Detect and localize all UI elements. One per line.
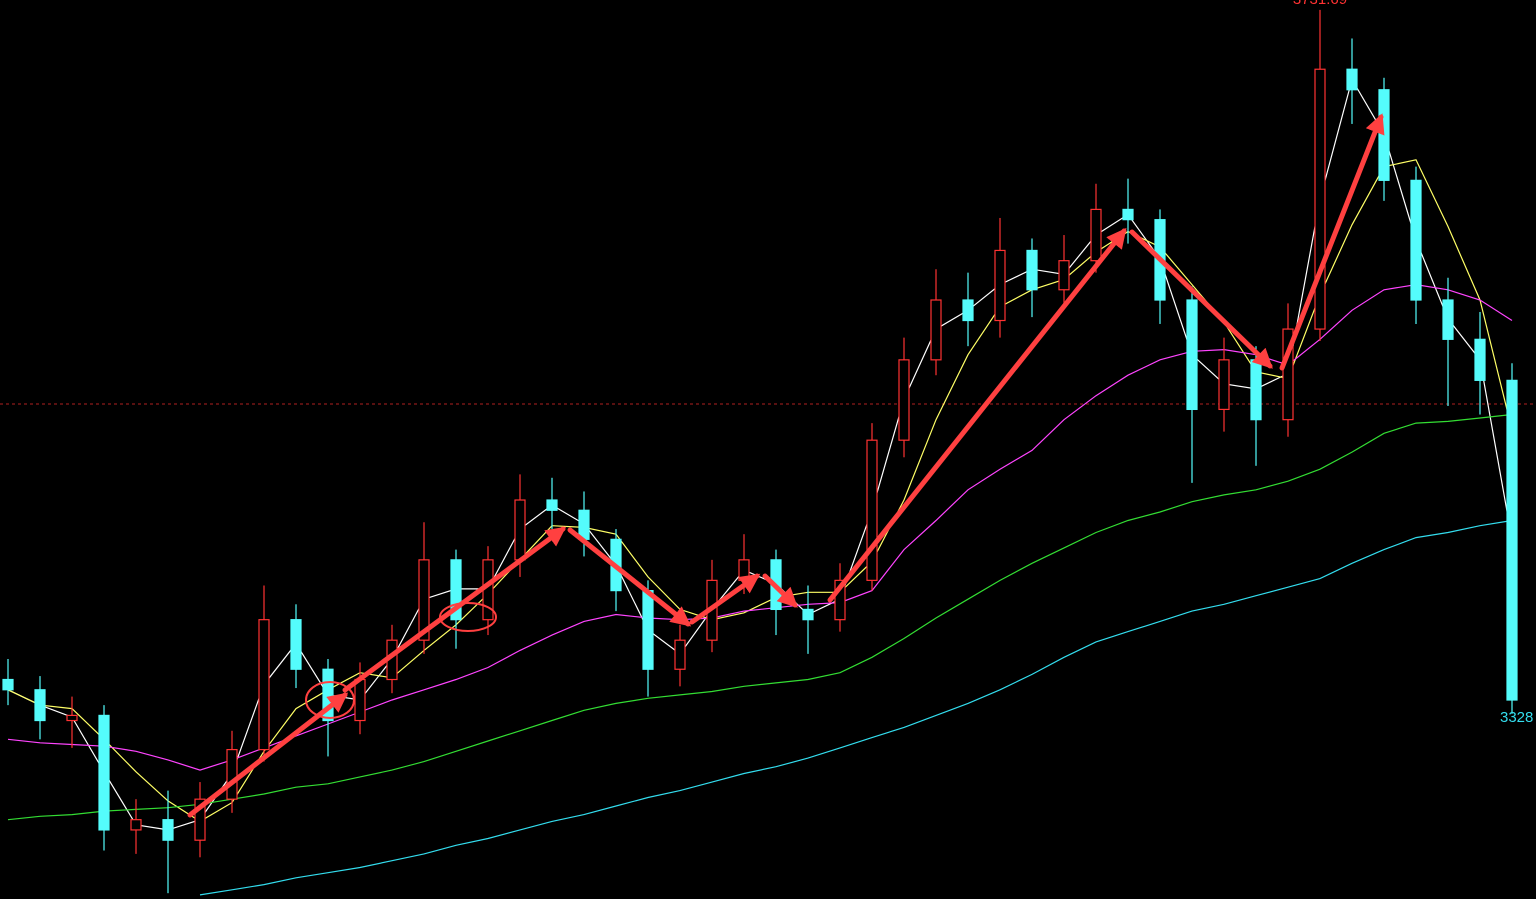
trend-arrow [762,573,798,608]
candle-body [738,559,750,581]
trend-arrow [187,692,349,818]
candle-body [98,714,110,831]
candle-body [1090,208,1102,262]
candle-body [514,499,526,561]
candle-body [962,299,974,322]
candle-body [866,439,878,581]
candle-body [834,579,846,621]
trend-arrow [1129,229,1273,369]
candle-body [130,819,142,831]
candle-body [1410,179,1422,301]
price-label: 3328 [1500,709,1533,726]
candle-body [642,590,654,670]
candle-body [1058,260,1070,291]
trend-arrow [1279,113,1385,371]
candle-body [1442,299,1454,340]
candle-body [354,678,366,722]
highlight-ellipse [439,602,497,632]
candle-body [194,798,206,841]
ma-line [7,413,1513,821]
candle-body [34,689,46,722]
candle-body [1346,68,1358,91]
candle-body [1186,299,1198,411]
candle-body [578,509,590,540]
candle-body [290,619,302,670]
candle-body [450,559,462,621]
candle-body [418,559,430,641]
trend-arrow [567,527,692,627]
candle-body [162,819,174,841]
highlight-ellipse [305,681,355,719]
ma-line [199,519,1513,896]
candle-body [1474,338,1486,381]
candle-body [930,299,942,361]
candle-body [898,359,910,441]
candle-body [258,619,270,751]
candle-body [1378,89,1390,181]
trend-arrow [689,573,761,625]
candle-body [226,748,238,800]
candle-body [1506,379,1518,701]
candle-body [546,499,558,511]
price-label: 3731.69 [1293,0,1347,8]
candle-body [1122,208,1134,221]
candle-body [66,714,78,722]
candle-body [1314,68,1326,330]
candle-body [802,608,814,621]
candle-body [1282,328,1294,421]
candle-body [2,678,14,691]
trend-arrow [342,526,567,693]
candle-body [1218,359,1230,411]
candle-body [994,249,1006,322]
trend-arrow [827,227,1127,603]
annotations [187,113,1385,818]
candle-body [1250,359,1262,421]
candle-body [1026,249,1038,291]
candle-body [674,639,686,670]
